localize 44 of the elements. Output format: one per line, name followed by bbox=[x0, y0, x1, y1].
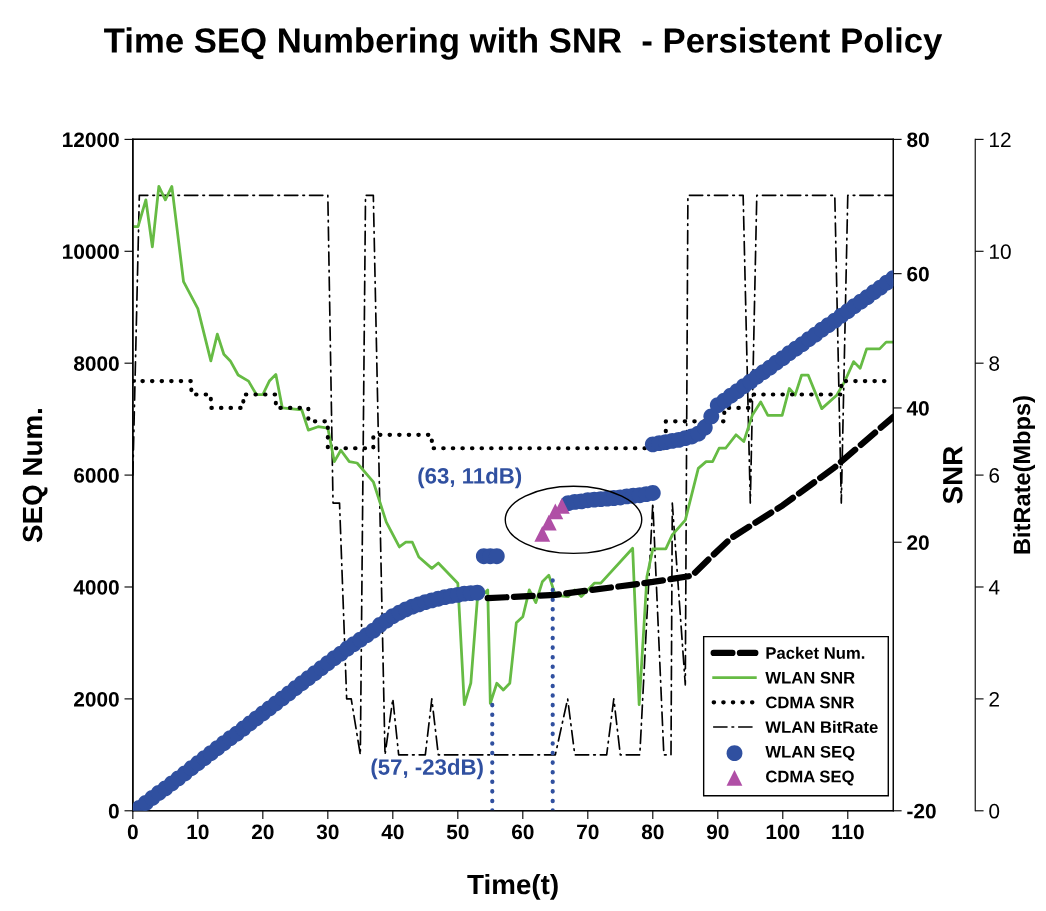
y3-tick-label: 6 bbox=[989, 468, 1000, 483]
y3-tick-label: 8 bbox=[989, 356, 1000, 371]
y-tick-label: 6000 bbox=[74, 468, 119, 483]
y2-tick-label: 80 bbox=[907, 132, 929, 148]
legend-label: WLAN BitRate bbox=[765, 720, 878, 734]
x-tick-label: 70 bbox=[577, 824, 599, 840]
y-tick-label: 0 bbox=[108, 803, 119, 819]
x-tick-label: 30 bbox=[316, 824, 339, 840]
y-tick-label: 4000 bbox=[73, 579, 119, 595]
x-tick-label: 50 bbox=[446, 824, 469, 840]
y-tick-label: 10000 bbox=[63, 244, 119, 260]
legend-label: Packet Num. bbox=[766, 646, 865, 659]
y2-axis-title: SNR bbox=[942, 446, 963, 504]
y2-tick-label: -20 bbox=[907, 803, 936, 819]
x-tick-label: 80 bbox=[641, 824, 664, 840]
annotation: (63, 11dB) bbox=[418, 467, 522, 489]
y3-axis-title: BitRate(Mbps) bbox=[1012, 396, 1035, 554]
x-tick-label: 10 bbox=[187, 824, 209, 840]
y2-tick-label: 20 bbox=[907, 535, 929, 550]
y-axis-title: SEQ Num. bbox=[22, 409, 48, 543]
y3-tick-label: 0 bbox=[989, 803, 1000, 819]
legend-label: CDMA SEQ bbox=[766, 770, 854, 786]
y-tick-label: 8000 bbox=[73, 356, 119, 371]
x-tick-label: 100 bbox=[766, 824, 800, 840]
y3-tick-label: 4 bbox=[988, 580, 1000, 595]
x-tick-label: 60 bbox=[511, 824, 534, 840]
x-tick-label: 0 bbox=[127, 824, 138, 840]
y-tick-label: 2000 bbox=[74, 691, 119, 707]
x-tick-label: 110 bbox=[832, 824, 864, 840]
x-axis-title: Time(t) bbox=[467, 873, 558, 900]
legend-label: CDMA SNR bbox=[766, 696, 855, 709]
y2-tick-label: 40 bbox=[906, 400, 929, 416]
chart-title: Time SEQ Numbering with SNR - Persistent Policy bbox=[104, 27, 943, 60]
y2-tick-label: 60 bbox=[907, 266, 929, 282]
y3-tick-label: 12 bbox=[990, 132, 1011, 147]
x-tick-label: 20 bbox=[251, 824, 274, 840]
y3-tick-label: 10 bbox=[990, 244, 1011, 260]
x-tick-label: 90 bbox=[706, 824, 729, 840]
y-tick-label: 12000 bbox=[63, 132, 119, 148]
x-tick-label: 40 bbox=[381, 824, 404, 840]
annotation: (57, -23dB) bbox=[371, 758, 483, 780]
y3-tick-label: 2 bbox=[989, 691, 999, 707]
legend-label: WLAN SEQ bbox=[765, 745, 855, 761]
legend-label: WLAN SNR bbox=[765, 671, 855, 684]
